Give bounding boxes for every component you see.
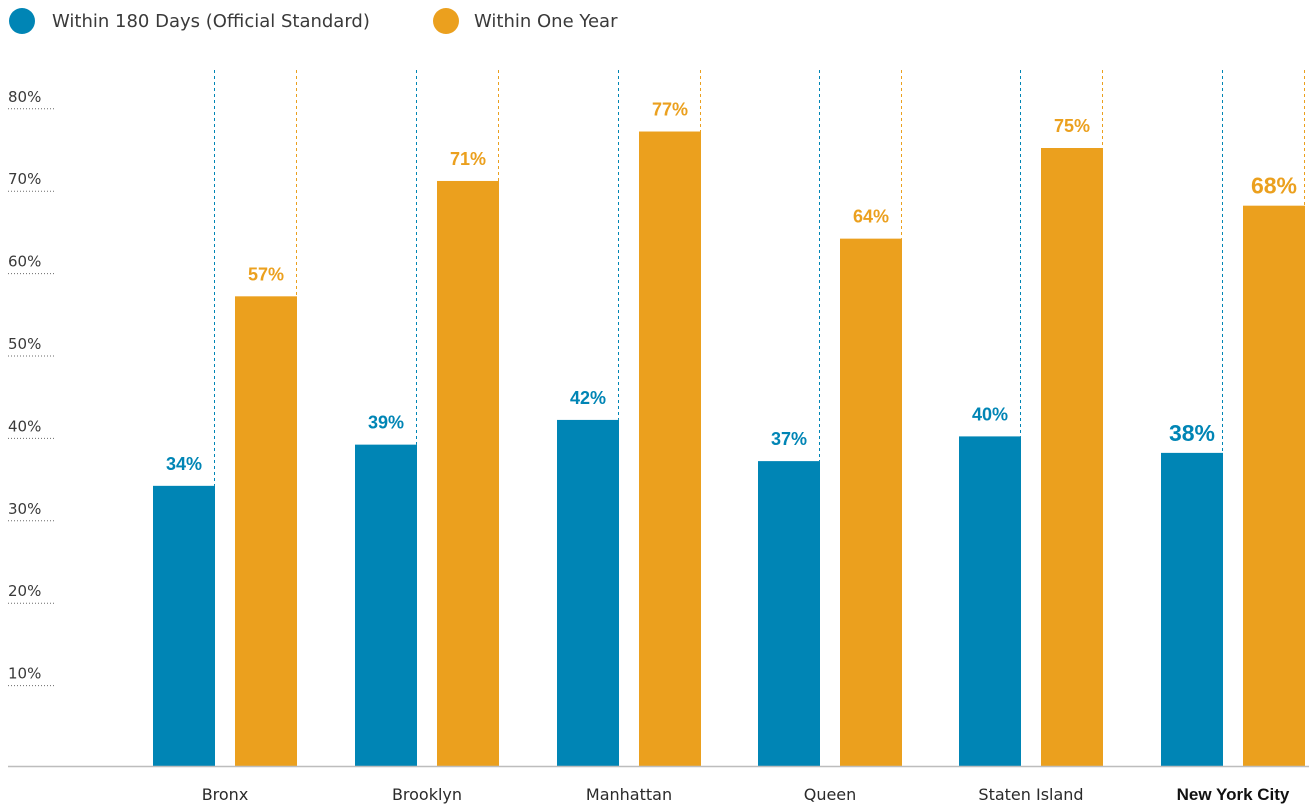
legend-swatch-1 [9,8,35,34]
x-category-label: New York City [1177,785,1290,804]
bar [639,131,701,766]
legend-label-2: Within One Year [474,11,618,32]
y-tick-label: 30% [8,500,41,518]
y-tick-label: 60% [8,253,41,271]
data-label: 75% [1054,116,1090,136]
x-axis: Bronx Brooklyn Manhattan Queen Staten Island… [8,765,1309,804]
bar [758,461,820,766]
y-tick-label: 70% [8,170,41,188]
bar [840,238,902,766]
x-category-label: Bronx [202,785,249,804]
data-label: 39% [368,413,404,433]
data-label: 38% [1169,420,1215,446]
bar-guide-lines [214,70,1305,486]
y-tick-label: 10% [8,665,41,683]
y-axis: 10% 20% 30% 40% 50% 60% 70% 80% [8,88,56,687]
y-tick-label: 80% [8,88,41,106]
bar [1041,148,1103,766]
data-label: 64% [853,207,889,227]
bar [355,444,417,766]
bars [153,131,1305,766]
bar [1161,452,1223,766]
x-category-label: Manhattan [586,785,672,804]
value-labels: 34% 57% 39% 71% 42% 77% 37% 64% 40% 75% 38% 68% [166,100,1297,474]
legend-swatch-2 [433,8,459,34]
data-label: 34% [166,454,202,474]
bar [1243,205,1305,766]
bar [153,485,215,766]
bar [437,180,499,766]
bar [959,436,1021,766]
y-tick-label: 20% [8,582,41,600]
y-tick-label: 50% [8,335,41,353]
x-category-label: Staten Island [978,785,1083,804]
data-label: 40% [972,404,1008,424]
y-tick-label: 40% [8,417,41,435]
data-label: 71% [450,149,486,169]
data-label: 37% [771,429,807,449]
data-label: 42% [570,388,606,408]
data-label: 57% [248,264,284,284]
legend-label-1: Within 180 Days (Official Standard) [52,11,370,32]
legend: Within 180 Days (Official Standard) Withi… [9,8,618,34]
data-label: 68% [1251,173,1297,199]
bar [557,419,619,766]
x-category-label: Queen [804,785,857,804]
data-label: 77% [652,100,688,120]
bar [235,296,297,766]
x-category-label: Brooklyn [392,785,462,804]
